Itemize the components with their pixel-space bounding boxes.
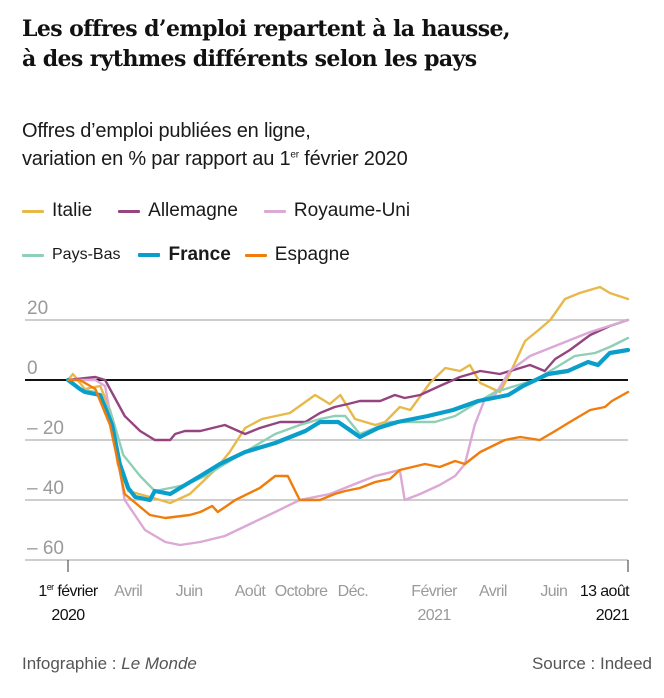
x-tick-label-part: 1 xyxy=(38,583,47,600)
legend-item-pays-bas: Pays-Bas xyxy=(22,246,120,264)
legend-swatch-pays-bas xyxy=(22,253,44,257)
series-lines xyxy=(65,285,631,547)
series-line-espagne xyxy=(66,378,630,520)
credit: Infographie : Le Monde xyxy=(22,654,197,674)
legend-label-italie: Italie xyxy=(52,200,93,221)
x-tick-label: 13 août xyxy=(580,583,630,600)
series-line-pays-bas xyxy=(66,336,630,493)
chart-subtitle: Offres d’emploi publiées en ligne, varia… xyxy=(22,117,642,173)
y-axis-labels: 20 0 – 20 – 40 – 60 xyxy=(27,298,64,559)
legend-swatch-france xyxy=(138,253,161,257)
subtitle-superscript: er xyxy=(290,149,299,161)
chart-title-line-2: à des rythmes différents selon les pays xyxy=(22,46,477,72)
series-line-royaume-uni xyxy=(66,318,630,547)
chart-title: Les offres d’emploi repartent à la hauss… xyxy=(22,14,642,74)
y-tick-label: 20 xyxy=(27,298,48,319)
x-tick-label-part: février xyxy=(54,583,99,600)
legend-item-royaume-uni: Royaume-Uni xyxy=(263,200,411,222)
legend-item-espagne: Espagne xyxy=(244,244,350,266)
subtitle-text-pre: variation en % par rapport au 1 xyxy=(22,148,291,170)
x-tick-label: Octobre xyxy=(275,583,328,600)
subtitle-text-post: février 2020 xyxy=(298,148,408,170)
legend-label-france: France xyxy=(168,244,231,265)
x-tick-label-year: 2020 xyxy=(51,607,85,624)
x-tick-label-year: 2021 xyxy=(417,607,451,624)
legend-item-allemagne: Allemagne xyxy=(118,200,238,222)
series-line-france xyxy=(65,347,631,503)
x-tick-label: Juin xyxy=(540,583,567,600)
legend-swatch-allemagne xyxy=(118,209,141,213)
x-tick-label: 1er février xyxy=(38,582,98,600)
x-tick-label: Août xyxy=(235,583,267,600)
y-tick-label: – 60 xyxy=(27,538,64,559)
legend-row-2: Pays-Bas France Espagne xyxy=(22,240,370,270)
legend-row-1: Italie Allemagne Royaume-Uni xyxy=(22,196,430,226)
credit-name: Le Monde xyxy=(121,654,197,673)
x-tick-label: Juin xyxy=(176,583,203,600)
x-tick-label-year: 2021 xyxy=(596,607,630,624)
x-tick-label: Avril xyxy=(114,583,142,600)
line-chart: 20 0 – 20 – 40 – 60 1er février 2020 Avril Juin… xyxy=(25,285,631,624)
legend-swatch-espagne xyxy=(244,253,267,257)
chart-title-line-1: Les offres d’emploi repartent à la hauss… xyxy=(22,16,511,42)
y-tick-label: – 20 xyxy=(27,418,64,439)
legend-swatch-italie xyxy=(22,209,44,213)
chart-subtitle-line-2: variation en % par rapport au 1er févrie… xyxy=(22,145,642,173)
chart-subtitle-line-1: Offres d’emploi publiées en ligne, xyxy=(22,120,311,142)
source: Source : Indeed xyxy=(531,654,652,673)
legend-item-italie: Italie xyxy=(22,200,92,222)
legend-item-france: France xyxy=(138,244,231,266)
legend-label-espagne: Espagne xyxy=(274,244,350,265)
x-tick-label: Février xyxy=(411,583,458,600)
legend-label-allemagne: Allemagne xyxy=(148,200,238,221)
gridlines xyxy=(25,319,628,561)
legend-swatch-royaume-uni xyxy=(263,209,286,213)
credit-prefix: Infographie : xyxy=(22,654,122,673)
legend-label-royaume-uni: Royaume-Uni xyxy=(293,200,411,221)
x-tick-label: Déc. xyxy=(338,583,369,600)
y-tick-label: – 40 xyxy=(27,478,64,499)
x-tick-label: Avril xyxy=(479,583,507,600)
y-tick-label: 0 xyxy=(27,358,38,379)
legend-label-pays-bas: Pays-Bas xyxy=(52,246,121,263)
x-axis: 1er février 2020 Avril Juin Août Octobre Déc. F… xyxy=(38,560,631,624)
series-line-allemagne xyxy=(66,318,630,442)
x-tick-label-superscript: er xyxy=(47,582,54,592)
